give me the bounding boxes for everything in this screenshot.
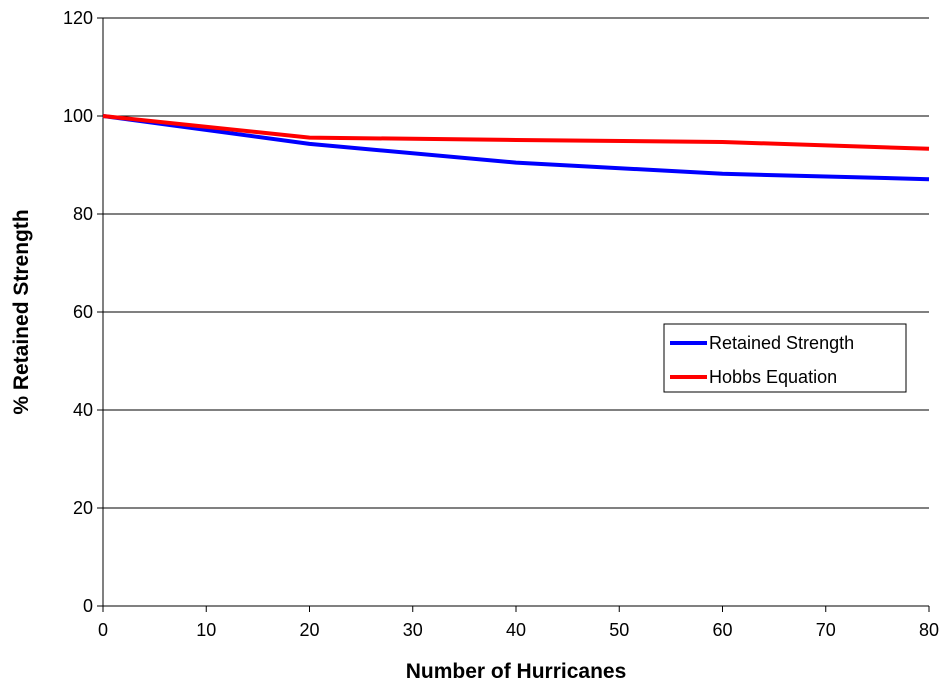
y-ticks: 0 20 40 60 80 100 120 <box>63 8 103 616</box>
y-tick-label-0: 0 <box>83 596 93 616</box>
x-ticks: 0 10 20 30 40 50 60 70 80 <box>98 606 939 640</box>
x-tick-label-0: 0 <box>98 620 108 640</box>
y-tick-label-60: 60 <box>73 302 93 322</box>
x-tick-label-30: 30 <box>403 620 423 640</box>
series-lines <box>102 114 930 182</box>
x-tick-label-50: 50 <box>609 620 629 640</box>
legend-box <box>663 323 907 393</box>
x-tick-label-20: 20 <box>299 620 319 640</box>
x-tick-label-10: 10 <box>196 620 216 640</box>
y-axis-title: % Retained Strength <box>10 209 33 414</box>
legend-label-retained-strength: Retained Strength <box>709 333 854 353</box>
series-line-hobbs-equation <box>102 114 930 151</box>
y-tick-label-80: 80 <box>73 204 93 224</box>
x-tick-label-70: 70 <box>816 620 836 640</box>
legend: Retained Strength Hobbs Equation <box>663 323 907 393</box>
y-tick-label-40: 40 <box>73 400 93 420</box>
x-tick-label-60: 60 <box>712 620 732 640</box>
y-tick-label-100: 100 <box>63 106 93 126</box>
x-axis-title: Number of Hurricanes <box>406 660 627 683</box>
grid-lines <box>103 17 929 509</box>
y-tick-label-20: 20 <box>73 498 93 518</box>
series-line-retained-strength <box>102 114 930 182</box>
y-tick-label-120: 120 <box>63 8 93 28</box>
legend-label-hobbs-equation: Hobbs Equation <box>709 367 837 387</box>
x-tick-label-40: 40 <box>506 620 526 640</box>
x-tick-label-80: 80 <box>919 620 939 640</box>
